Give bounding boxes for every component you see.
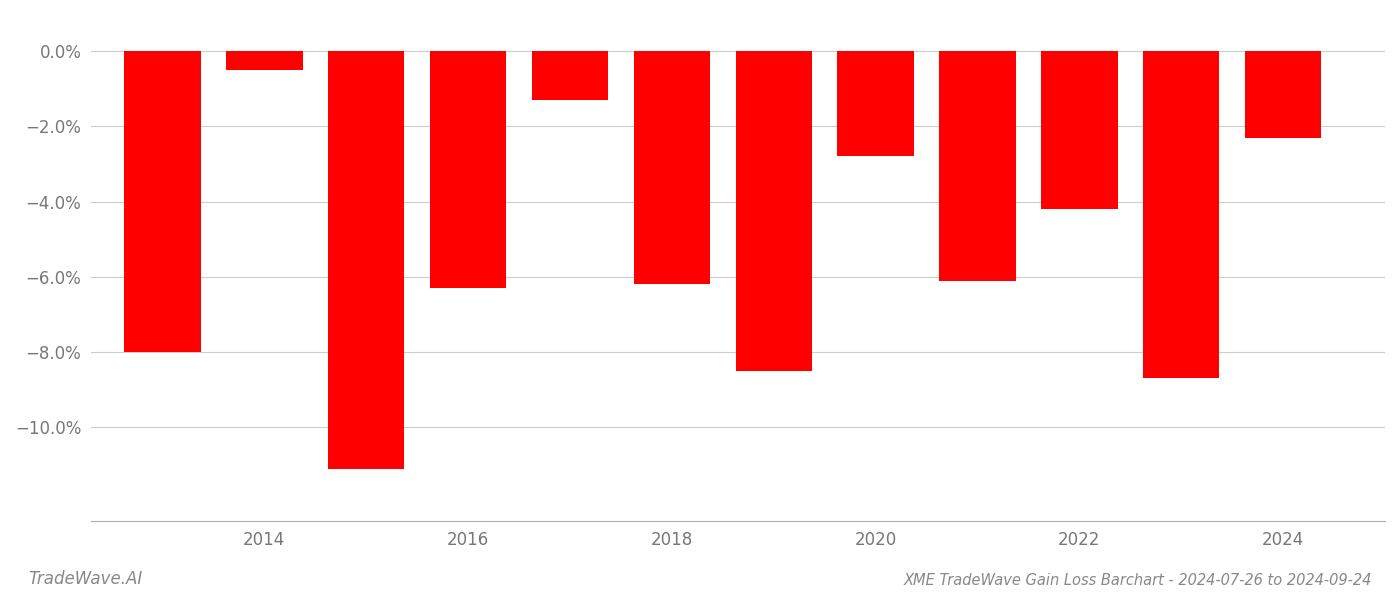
- Bar: [1142, 51, 1219, 379]
- Text: TradeWave.AI: TradeWave.AI: [28, 570, 143, 588]
- Bar: [735, 51, 812, 371]
- Bar: [939, 51, 1015, 281]
- Bar: [328, 51, 405, 469]
- Bar: [430, 51, 507, 288]
- Bar: [634, 51, 710, 284]
- Bar: [1245, 51, 1322, 137]
- Bar: [225, 51, 302, 70]
- Bar: [1042, 51, 1117, 209]
- Bar: [125, 51, 200, 352]
- Bar: [532, 51, 608, 100]
- Bar: [837, 51, 914, 157]
- Text: XME TradeWave Gain Loss Barchart - 2024-07-26 to 2024-09-24: XME TradeWave Gain Loss Barchart - 2024-…: [903, 573, 1372, 588]
